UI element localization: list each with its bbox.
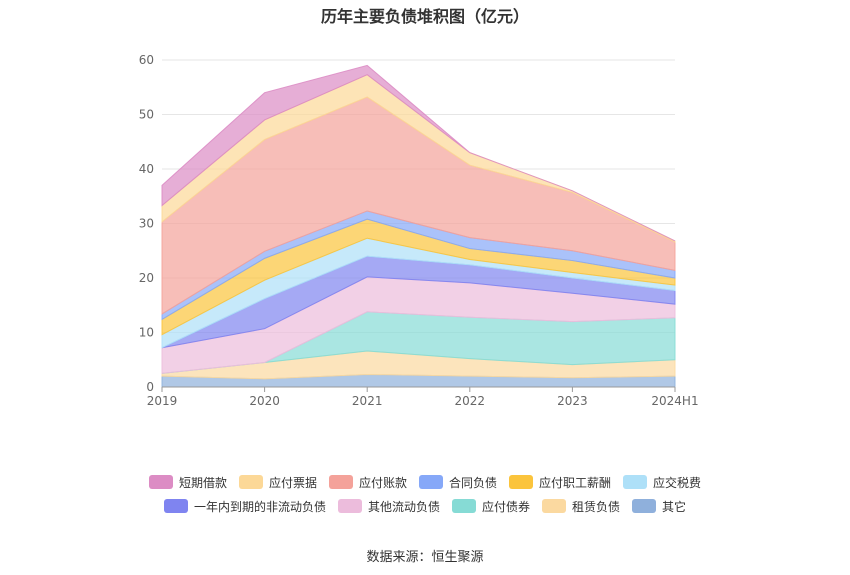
legend-item[interactable]: 短期借款 xyxy=(148,474,227,491)
legend-swatch xyxy=(509,475,534,489)
legend-item[interactable]: 应交税费 xyxy=(623,474,701,491)
legend-item[interactable]: 应付账款 xyxy=(328,474,407,491)
legend-label: 一年内到期的非流动负债 xyxy=(193,499,326,514)
series-areas xyxy=(161,64,676,388)
x-tick-label: 2020 xyxy=(249,394,280,408)
legend-swatch xyxy=(328,475,353,489)
legend: 短期借款 应付票据 应付账款 合同负债 应付职工薪酬 应交税费 一年内到期的非流动负债 其他… xyxy=(0,470,850,518)
legend-item[interactable]: 合同负债 xyxy=(419,474,497,491)
legend-label: 应付债券 xyxy=(481,499,530,514)
y-tick-label: 20 xyxy=(139,271,154,285)
y-tick-label: 0 xyxy=(146,380,154,394)
x-tick-label: 2022 xyxy=(455,394,486,408)
legend-row: 一年内到期的非流动负债 其他流动负债 应付债券 租赁负债 其它 xyxy=(0,494,850,518)
legend-swatch xyxy=(419,475,443,489)
source-note: 数据来源：恒生聚源 xyxy=(366,550,484,565)
legend-label: 应付账款 xyxy=(358,475,407,490)
legend-swatch xyxy=(238,475,263,489)
legend-label: 合同负债 xyxy=(449,475,498,490)
legend-swatch xyxy=(451,499,476,513)
y-tick-label: 30 xyxy=(139,217,154,231)
x-tick-label: 2023 xyxy=(557,394,588,408)
legend-label: 其它 xyxy=(662,499,687,514)
legend-row: 短期借款 应付票据 应付账款 合同负债 应付职工薪酬 应交税费 xyxy=(0,470,850,494)
y-tick-label: 50 xyxy=(139,108,154,122)
legend-label: 应付职工薪酬 xyxy=(539,475,612,490)
y-tick-label: 40 xyxy=(139,162,154,176)
stacked-area-chart: 0 10 20 30 40 50 60 2019 2020 2021 2022 2023 2024H1 xyxy=(139,53,699,408)
axes: 0 10 20 30 40 50 60 2019 2020 2021 2022 2023 2024H1 xyxy=(139,53,699,408)
legend-item[interactable]: 其他流动负债 xyxy=(337,498,440,515)
legend-label: 应交税费 xyxy=(653,475,702,490)
legend-item[interactable]: 应付票据 xyxy=(238,474,317,491)
legend-item[interactable]: 应付职工薪酬 xyxy=(509,474,611,491)
legend-swatch xyxy=(148,475,173,489)
legend-label: 租赁负债 xyxy=(572,499,621,514)
x-tick-label: 2024H1 xyxy=(651,394,698,408)
legend-item[interactable]: 其它 xyxy=(632,498,686,515)
chart-title: 历年主要负债堆积图（亿元） xyxy=(320,7,529,26)
legend-swatch xyxy=(163,499,188,513)
y-tick-label: 60 xyxy=(139,53,154,67)
x-tick-label: 2019 xyxy=(147,394,178,408)
legend-swatch xyxy=(623,475,648,489)
series-area xyxy=(161,64,676,242)
legend-label: 短期借款 xyxy=(178,475,227,490)
y-tick-label: 10 xyxy=(139,326,154,340)
legend-swatch xyxy=(337,499,362,513)
legend-swatch xyxy=(632,499,657,513)
legend-swatch xyxy=(542,499,566,513)
legend-label: 应付票据 xyxy=(268,475,317,490)
x-tick-label: 2021 xyxy=(352,394,383,408)
legend-label: 其他流动负债 xyxy=(367,499,440,514)
legend-item[interactable]: 租赁负债 xyxy=(542,498,620,515)
legend-item[interactable]: 一年内到期的非流动负债 xyxy=(163,498,326,515)
legend-item[interactable]: 应付债券 xyxy=(451,498,530,515)
